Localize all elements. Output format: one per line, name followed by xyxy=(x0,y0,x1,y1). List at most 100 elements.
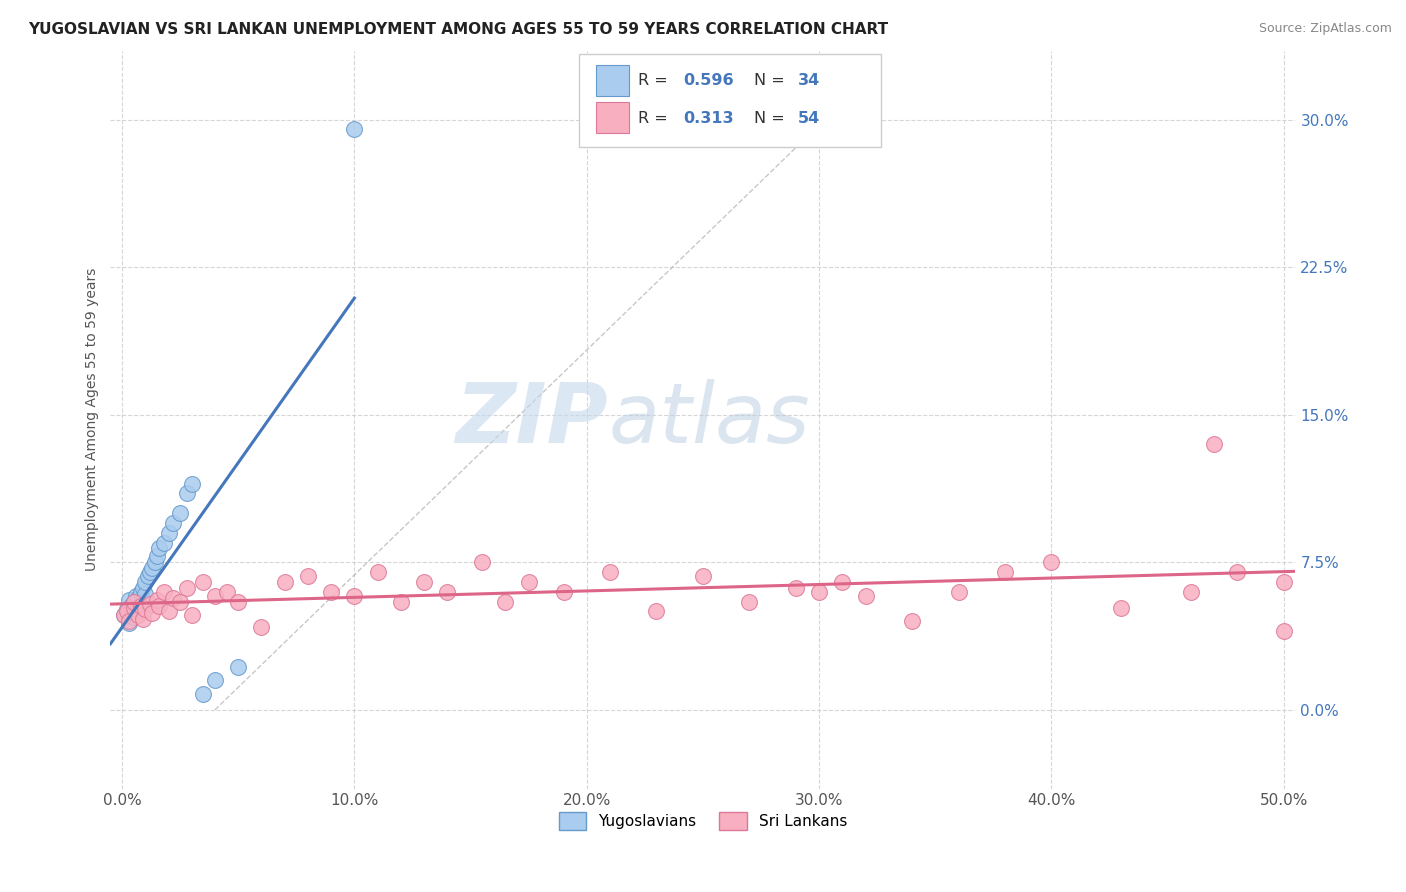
Point xyxy=(250,620,273,634)
Point xyxy=(162,591,184,605)
Point xyxy=(118,616,141,631)
Point xyxy=(1272,574,1295,589)
Point xyxy=(148,541,170,556)
Point xyxy=(112,608,135,623)
Point xyxy=(226,659,249,673)
Point xyxy=(153,584,176,599)
Point xyxy=(134,587,156,601)
Point xyxy=(297,569,319,583)
Point xyxy=(169,594,191,608)
Point xyxy=(122,600,145,615)
Point xyxy=(855,589,877,603)
Point xyxy=(162,516,184,530)
Text: 0.596: 0.596 xyxy=(683,72,734,87)
Point xyxy=(193,574,215,589)
Point xyxy=(146,549,169,564)
Text: atlas: atlas xyxy=(609,379,810,460)
Point xyxy=(129,599,152,613)
Point xyxy=(553,584,575,599)
Point xyxy=(831,574,853,589)
Point xyxy=(139,565,162,579)
Point xyxy=(134,574,156,589)
Point xyxy=(343,589,366,603)
Point xyxy=(139,597,162,611)
Point xyxy=(193,687,215,701)
Point xyxy=(143,555,166,569)
Point xyxy=(204,589,226,603)
Point xyxy=(180,476,202,491)
Point xyxy=(157,604,180,618)
Point xyxy=(226,594,249,608)
Point xyxy=(692,569,714,583)
Point xyxy=(141,561,163,575)
Text: 54: 54 xyxy=(797,112,820,126)
Point xyxy=(176,581,198,595)
Point xyxy=(738,594,761,608)
Point xyxy=(1226,565,1249,579)
Point xyxy=(112,608,135,623)
Y-axis label: Unemployment Among Ages 55 to 59 years: Unemployment Among Ages 55 to 59 years xyxy=(86,268,100,571)
Point xyxy=(215,584,238,599)
Text: ZIP: ZIP xyxy=(456,379,609,460)
Point xyxy=(1272,624,1295,639)
Text: Source: ZipAtlas.com: Source: ZipAtlas.com xyxy=(1258,22,1392,36)
Point xyxy=(122,594,145,608)
Point xyxy=(132,581,155,595)
Point xyxy=(321,584,343,599)
Point xyxy=(129,597,152,611)
Point xyxy=(134,602,156,616)
Point xyxy=(785,581,807,595)
Point xyxy=(118,592,141,607)
Point xyxy=(120,599,142,613)
Point xyxy=(367,565,389,579)
Point xyxy=(413,574,436,589)
Point xyxy=(994,565,1017,579)
Point xyxy=(122,594,145,608)
Point xyxy=(471,555,494,569)
Point xyxy=(273,574,295,589)
Point xyxy=(153,535,176,549)
Point xyxy=(517,574,540,589)
Text: R =: R = xyxy=(638,72,672,87)
Point xyxy=(599,565,621,579)
Text: R =: R = xyxy=(638,112,678,126)
Point xyxy=(129,584,152,599)
Legend: Yugoslavians, Sri Lankans: Yugoslavians, Sri Lankans xyxy=(553,806,853,836)
Point xyxy=(127,591,149,605)
Point xyxy=(389,594,412,608)
Text: YUGOSLAVIAN VS SRI LANKAN UNEMPLOYMENT AMONG AGES 55 TO 59 YEARS CORRELATION CHA: YUGOSLAVIAN VS SRI LANKAN UNEMPLOYMENT A… xyxy=(28,22,889,37)
Text: N =: N = xyxy=(754,72,790,87)
Point xyxy=(132,612,155,626)
Bar xyxy=(596,103,630,133)
Bar xyxy=(596,65,630,96)
Point xyxy=(115,604,138,618)
Point xyxy=(645,604,668,618)
Point xyxy=(436,584,458,599)
Point xyxy=(125,604,148,618)
Point xyxy=(1040,555,1063,569)
Point xyxy=(343,122,366,136)
Text: 34: 34 xyxy=(797,72,820,87)
Point xyxy=(127,608,149,623)
Point xyxy=(204,673,226,688)
Point xyxy=(1204,437,1226,451)
Point xyxy=(176,486,198,500)
Point xyxy=(148,599,170,613)
Point xyxy=(141,607,163,621)
Point xyxy=(808,584,831,599)
Point xyxy=(136,569,159,583)
Point xyxy=(169,506,191,520)
Point xyxy=(1180,584,1202,599)
Point xyxy=(146,592,169,607)
Point xyxy=(127,600,149,615)
FancyBboxPatch shape xyxy=(578,54,880,146)
Point xyxy=(901,615,924,629)
Point xyxy=(1109,600,1132,615)
Point xyxy=(157,525,180,540)
Point xyxy=(132,592,155,607)
Point xyxy=(122,610,145,624)
Point xyxy=(125,589,148,603)
Point xyxy=(180,608,202,623)
Point xyxy=(494,594,516,608)
Text: 0.313: 0.313 xyxy=(683,112,734,126)
